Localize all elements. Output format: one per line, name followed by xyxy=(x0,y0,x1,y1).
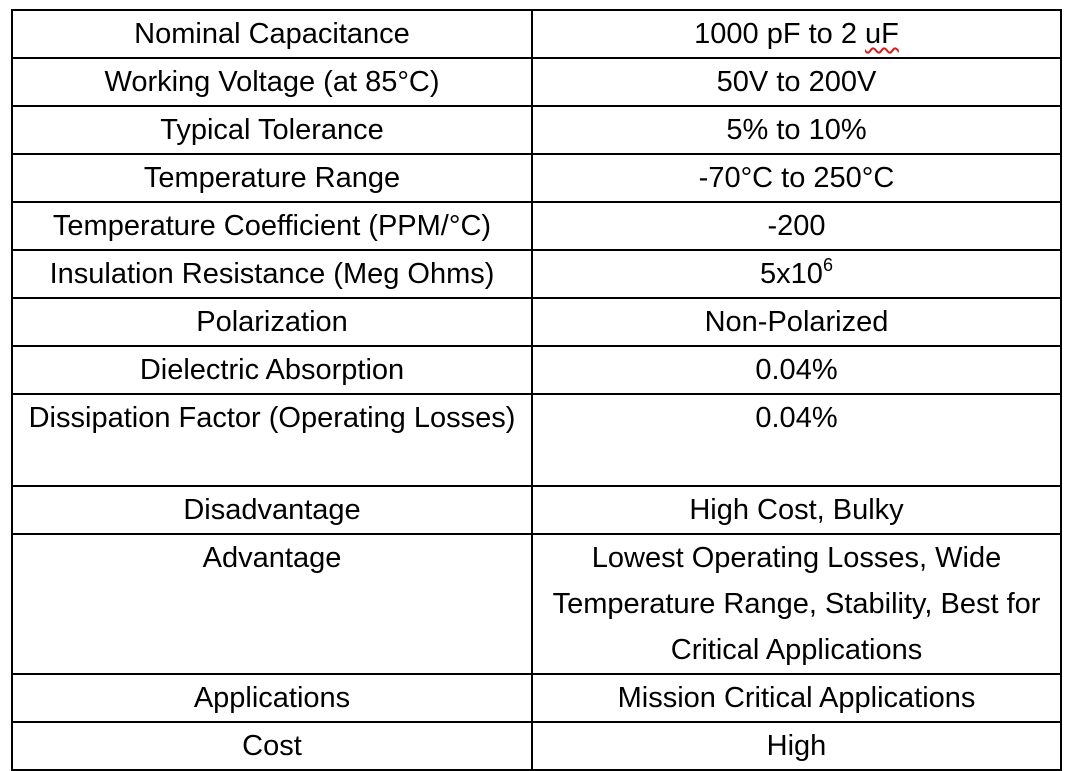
property-label: Temperature Range xyxy=(11,153,533,203)
property-value: 5% to 10% xyxy=(531,105,1062,155)
property-label: Nominal Capacitance xyxy=(11,9,533,59)
property-label: Temperature Coefficient (PPM/°C) xyxy=(11,201,533,251)
table-row: Advantage Lowest Operating Losses, Wide … xyxy=(11,533,1062,675)
property-label: Dissipation Factor (Operating Losses) xyxy=(11,393,533,487)
property-label: Dielectric Absorption xyxy=(11,345,533,395)
table-row: Disadvantage High Cost, Bulky xyxy=(11,485,1062,535)
table-row: Cost High xyxy=(11,721,1062,771)
property-label: Cost xyxy=(11,721,533,771)
table-row: Dissipation Factor (Operating Losses) 0.… xyxy=(11,393,1062,487)
property-value: High Cost, Bulky xyxy=(531,485,1062,535)
property-label: Applications xyxy=(11,673,533,723)
property-value: 0.04% xyxy=(531,393,1062,487)
spellcheck-flagged-word[interactable]: uF xyxy=(865,18,899,50)
table-row: Applications Mission Critical Applicatio… xyxy=(11,673,1062,723)
value-text: 1000 pF to 2 xyxy=(694,18,866,50)
property-label: Working Voltage (at 85°C) xyxy=(11,57,533,107)
table-row: Insulation Resistance (Meg Ohms) 5x106 xyxy=(11,249,1062,299)
value-exponent: 6 xyxy=(822,255,833,275)
property-value: Non-Polarized xyxy=(531,297,1062,347)
capacitor-spec-table: Nominal Capacitance 1000 pF to 2 uF Work… xyxy=(11,9,1062,771)
property-value: 50V to 200V xyxy=(531,57,1062,107)
property-value: 1000 pF to 2 uF xyxy=(531,9,1062,59)
property-label: Insulation Resistance (Meg Ohms) xyxy=(11,249,533,299)
table-row: Dielectric Absorption 0.04% xyxy=(11,345,1062,395)
property-label: Typical Tolerance xyxy=(11,105,533,155)
property-value: 0.04% xyxy=(531,345,1062,395)
table-row: Temperature Coefficient (PPM/°C) -200 xyxy=(11,201,1062,251)
property-value: Lowest Operating Losses, Wide Temperatur… xyxy=(531,533,1062,675)
property-value: Mission Critical Applications xyxy=(531,673,1062,723)
property-value: -70°C to 250°C xyxy=(531,153,1062,203)
property-value: High xyxy=(531,721,1062,771)
property-label: Disadvantage xyxy=(11,485,533,535)
property-label: Advantage xyxy=(11,533,533,675)
property-value: -200 xyxy=(531,201,1062,251)
property-value: 5x106 xyxy=(531,249,1062,299)
table-row: Typical Tolerance 5% to 10% xyxy=(11,105,1062,155)
value-base: 5x10 xyxy=(760,258,823,290)
property-label: Polarization xyxy=(11,297,533,347)
table-row: Temperature Range -70°C to 250°C xyxy=(11,153,1062,203)
table-row: Nominal Capacitance 1000 pF to 2 uF xyxy=(11,9,1062,59)
table-row: Working Voltage (at 85°C) 50V to 200V xyxy=(11,57,1062,107)
table-row: Polarization Non-Polarized xyxy=(11,297,1062,347)
